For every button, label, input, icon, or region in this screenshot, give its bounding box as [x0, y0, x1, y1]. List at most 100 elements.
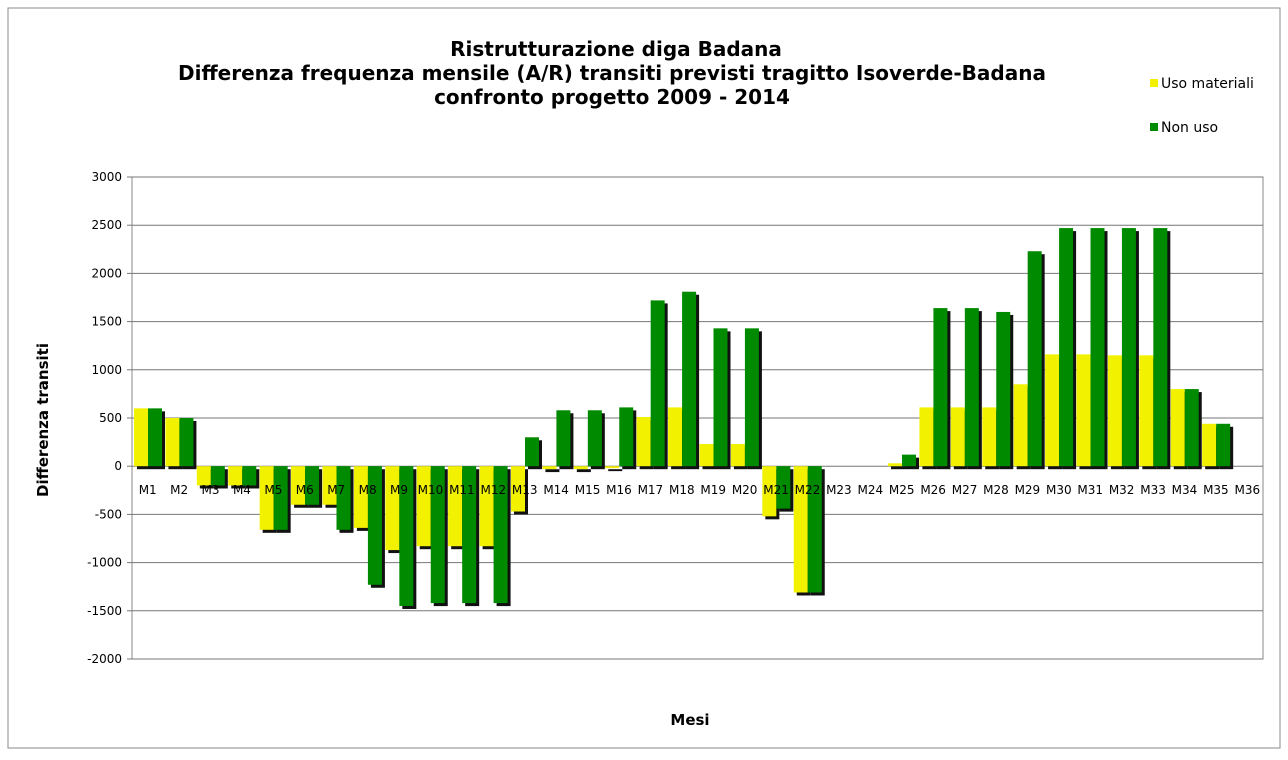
chart-title: confronto progetto 2009 - 2014 — [434, 85, 790, 109]
bar — [1202, 423, 1217, 467]
x-tick-label: M19 — [700, 483, 726, 497]
bar — [1139, 355, 1154, 467]
chart-title: Differenza frequenza mensile (A/R) trans… — [178, 61, 1046, 85]
y-tick-label: -2000 — [87, 652, 122, 666]
bar — [228, 466, 243, 486]
y-tick-label: 1500 — [91, 315, 122, 329]
bar — [699, 444, 714, 467]
bar — [807, 466, 822, 593]
bar — [462, 466, 477, 604]
bar — [982, 407, 997, 467]
x-tick-label: M21 — [763, 483, 789, 497]
bar — [479, 466, 494, 547]
x-tick-label: M10 — [418, 483, 444, 497]
bar — [165, 418, 180, 467]
x-tick-label: M16 — [606, 483, 632, 497]
bar — [134, 408, 148, 467]
bar-shadow — [608, 469, 623, 472]
bar — [713, 328, 728, 467]
bar — [196, 466, 211, 486]
bar — [1090, 228, 1105, 467]
chart-title: Ristrutturazione diga Badana — [450, 37, 782, 61]
y-tick-label: 500 — [99, 411, 122, 425]
bar — [525, 437, 539, 467]
bar — [933, 308, 948, 467]
x-tick-label: M26 — [920, 483, 946, 497]
bar — [179, 418, 194, 467]
bar — [416, 466, 431, 547]
y-tick-label: 3000 — [91, 170, 122, 184]
bar — [744, 328, 759, 467]
x-tick-label: M34 — [1172, 483, 1198, 497]
x-tick-label: M2 — [170, 483, 188, 497]
bar — [336, 466, 351, 530]
bar — [385, 466, 400, 551]
x-tick-label: M33 — [1140, 483, 1166, 497]
bar — [964, 308, 979, 467]
bar — [210, 466, 225, 486]
x-tick-label: M9 — [390, 483, 408, 497]
x-tick-label: M25 — [889, 483, 915, 497]
bar — [322, 466, 337, 505]
x-tick-label: M12 — [480, 483, 506, 497]
bar — [1076, 354, 1091, 467]
x-tick-label: M20 — [732, 483, 758, 497]
y-tick-label: 1000 — [91, 363, 122, 377]
bar — [619, 407, 634, 467]
x-tick-label: M23 — [826, 483, 852, 497]
x-tick-label: M24 — [857, 483, 883, 497]
x-tick-label: M4 — [233, 483, 251, 497]
bar — [1059, 228, 1074, 467]
bar — [511, 466, 525, 512]
x-tick-label: M3 — [202, 483, 220, 497]
bar — [1045, 354, 1060, 467]
legend-label: Uso materiali — [1161, 76, 1254, 92]
x-tick-label: M18 — [669, 483, 695, 497]
bar — [399, 466, 414, 606]
bar-shadow — [576, 469, 591, 473]
bar — [996, 311, 1011, 467]
bar — [291, 466, 306, 505]
x-tick-label: M31 — [1077, 483, 1103, 497]
x-tick-label: M17 — [638, 483, 664, 497]
bar — [650, 300, 665, 467]
bar — [148, 408, 162, 467]
bar — [430, 466, 445, 604]
bar — [448, 466, 463, 547]
bar — [353, 466, 368, 528]
x-axis-label: Mesi — [670, 711, 709, 729]
bar — [1184, 389, 1199, 467]
bar — [259, 466, 274, 530]
bar — [367, 466, 382, 585]
bar — [1121, 228, 1136, 467]
bar — [919, 407, 934, 467]
y-axis-label: Differenza transiti — [34, 343, 52, 497]
bar — [305, 466, 320, 505]
bar — [636, 417, 651, 467]
y-tick-label: -1500 — [87, 604, 122, 618]
bar — [776, 466, 791, 509]
bar-shadow — [545, 469, 560, 473]
x-tick-label: M5 — [264, 483, 282, 497]
bar — [273, 466, 288, 530]
x-tick-label: M29 — [1015, 483, 1041, 497]
bar — [1013, 384, 1028, 467]
bar — [902, 454, 916, 467]
bar — [587, 410, 602, 467]
bar — [793, 466, 808, 593]
x-tick-label: M6 — [296, 483, 314, 497]
bar — [1216, 423, 1231, 467]
bar — [1153, 228, 1168, 467]
bar — [682, 291, 697, 467]
x-tick-label: M11 — [449, 483, 475, 497]
bar — [762, 466, 777, 517]
bar-shadow — [891, 466, 905, 470]
x-tick-label: M36 — [1234, 483, 1260, 497]
x-tick-label: M14 — [543, 483, 569, 497]
bar — [668, 407, 683, 467]
bar — [950, 407, 965, 467]
x-tick-label: M1 — [139, 483, 157, 497]
x-tick-label: M15 — [575, 483, 601, 497]
y-tick-label: 2000 — [91, 266, 122, 280]
